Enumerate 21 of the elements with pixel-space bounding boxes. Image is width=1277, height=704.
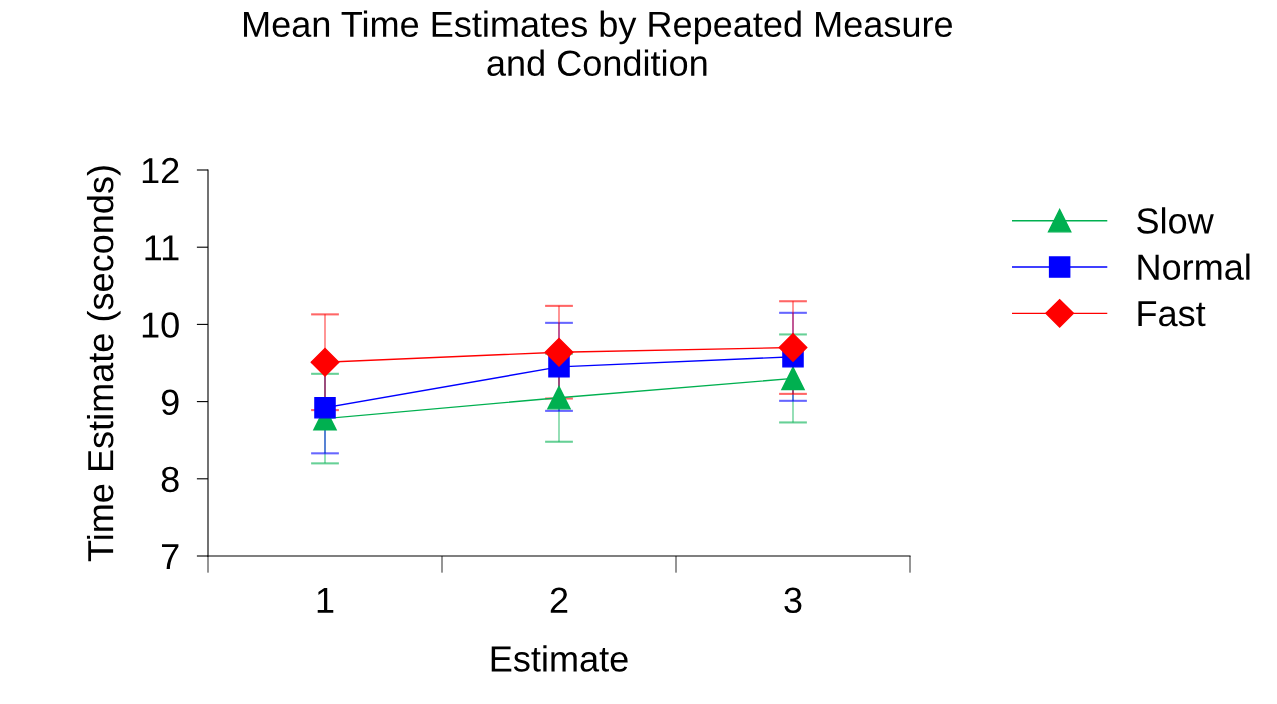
point (547, 385, 571, 410)
y-tick-label: 11 (145, 235, 179, 261)
x-axis-title: Estimate (491, 645, 628, 672)
point (778, 333, 808, 363)
point (544, 337, 574, 367)
y-tick-label: 12 (142, 157, 179, 184)
point (310, 347, 340, 377)
point (781, 366, 805, 391)
y-tick-label: 8 (161, 466, 179, 493)
chart-title: Mean Time Estimates by Repeated Measure and Condition (244, 10, 952, 76)
point (314, 397, 336, 419)
y-tick-label: 7 (161, 544, 179, 570)
y-axis-title: Time Estimate (seconds) (86, 166, 121, 562)
x-tick-label: 3 (784, 587, 802, 614)
y-tick-label: 10 (142, 312, 179, 338)
legend-label: Fast (1138, 301, 1206, 327)
x-tick-label: 1 (317, 587, 334, 613)
x-tick-label: 2 (550, 587, 568, 613)
legend-label: Slow (1137, 207, 1214, 234)
legend-label: Normal (1138, 253, 1250, 281)
y-tick-label: 9 (161, 389, 179, 416)
